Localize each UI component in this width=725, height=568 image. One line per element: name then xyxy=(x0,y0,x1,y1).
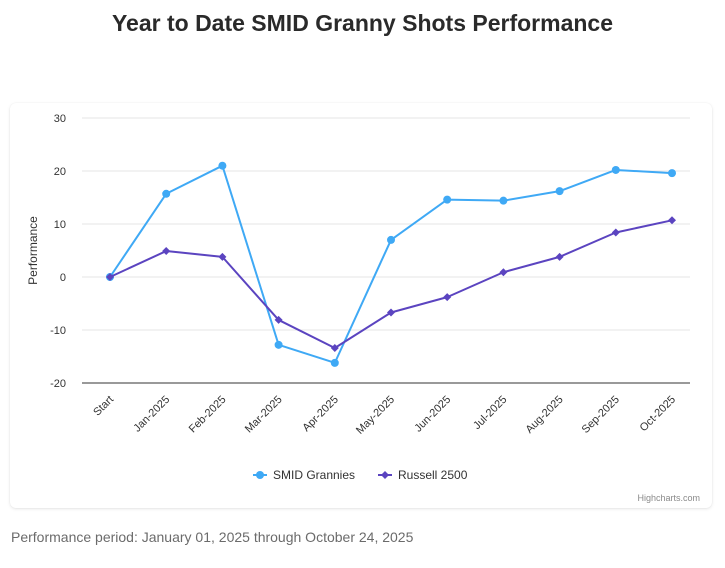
x-tick-label: Mar-2025 xyxy=(243,394,285,436)
y-tick-label: 10 xyxy=(54,219,66,231)
data-point[interactable] xyxy=(555,187,564,196)
data-point[interactable] xyxy=(162,247,171,256)
grid-lines xyxy=(82,117,690,331)
legend[interactable]: SMID Grannies Russell 2500 xyxy=(253,468,468,482)
data-point[interactable] xyxy=(106,273,114,281)
data-point[interactable] xyxy=(499,196,508,205)
x-tick-label: Start xyxy=(91,394,116,419)
legend-label[interactable]: SMID Grannies xyxy=(273,468,355,482)
data-point[interactable] xyxy=(330,344,339,353)
series xyxy=(106,161,676,367)
data-point[interactable] xyxy=(387,308,395,317)
data-point[interactable] xyxy=(611,228,620,237)
y-axis-title: Performance xyxy=(26,216,40,285)
x-tick-label: Jan-2025 xyxy=(131,394,172,435)
legend-marker[interactable] xyxy=(381,471,389,479)
credits-label[interactable]: Highcharts.com xyxy=(637,493,700,503)
data-point[interactable] xyxy=(443,293,452,302)
data-point[interactable] xyxy=(387,235,395,244)
data-point[interactable] xyxy=(611,165,620,174)
x-tick-label: Sep-2025 xyxy=(580,394,622,436)
data-point[interactable] xyxy=(218,161,227,170)
data-point[interactable] xyxy=(162,189,171,198)
x-tick-label: May-2025 xyxy=(354,394,397,437)
data-point[interactable] xyxy=(274,315,283,324)
legend-label[interactable]: Russell 2500 xyxy=(398,468,468,482)
x-tick-label: Oct-2025 xyxy=(638,394,678,434)
performance-period-note: Performance period: January 01, 2025 thr… xyxy=(11,529,414,545)
data-point[interactable] xyxy=(668,169,676,178)
chart-container: -20 -10 0 10 20 30 Performance Start Jan-2025 Feb… xyxy=(10,103,712,508)
y-tick-label: 30 xyxy=(54,113,66,125)
data-point[interactable] xyxy=(499,268,508,277)
x-tick-label: Jun-2025 xyxy=(412,394,453,435)
data-point[interactable] xyxy=(668,216,676,225)
y-tick-label: 20 xyxy=(54,166,66,178)
axes: -20 -10 0 10 20 30 Performance Start Jan-2025 Feb… xyxy=(26,113,690,437)
x-tick-label: Feb-2025 xyxy=(187,394,229,436)
data-point[interactable] xyxy=(274,340,283,349)
data-point[interactable] xyxy=(218,252,227,261)
y-tick-label: -10 xyxy=(50,325,66,337)
data-point[interactable] xyxy=(555,252,564,261)
legend-marker[interactable] xyxy=(256,471,264,479)
performance-line-chart: -20 -10 0 10 20 30 Performance Start Jan-2025 Feb… xyxy=(26,113,700,503)
series-line-smid-grannies[interactable] xyxy=(109,164,673,364)
x-tick-label: Apr-2025 xyxy=(300,394,340,434)
page-title: Year to Date SMID Granny Shots Performan… xyxy=(111,10,614,36)
x-tick-label: Jul-2025 xyxy=(471,394,509,432)
y-tick-label: -20 xyxy=(50,378,66,390)
data-point[interactable] xyxy=(330,358,339,367)
y-tick-label: 0 xyxy=(60,272,66,284)
x-tick-label: Aug-2025 xyxy=(523,394,565,436)
data-point[interactable] xyxy=(443,195,452,204)
